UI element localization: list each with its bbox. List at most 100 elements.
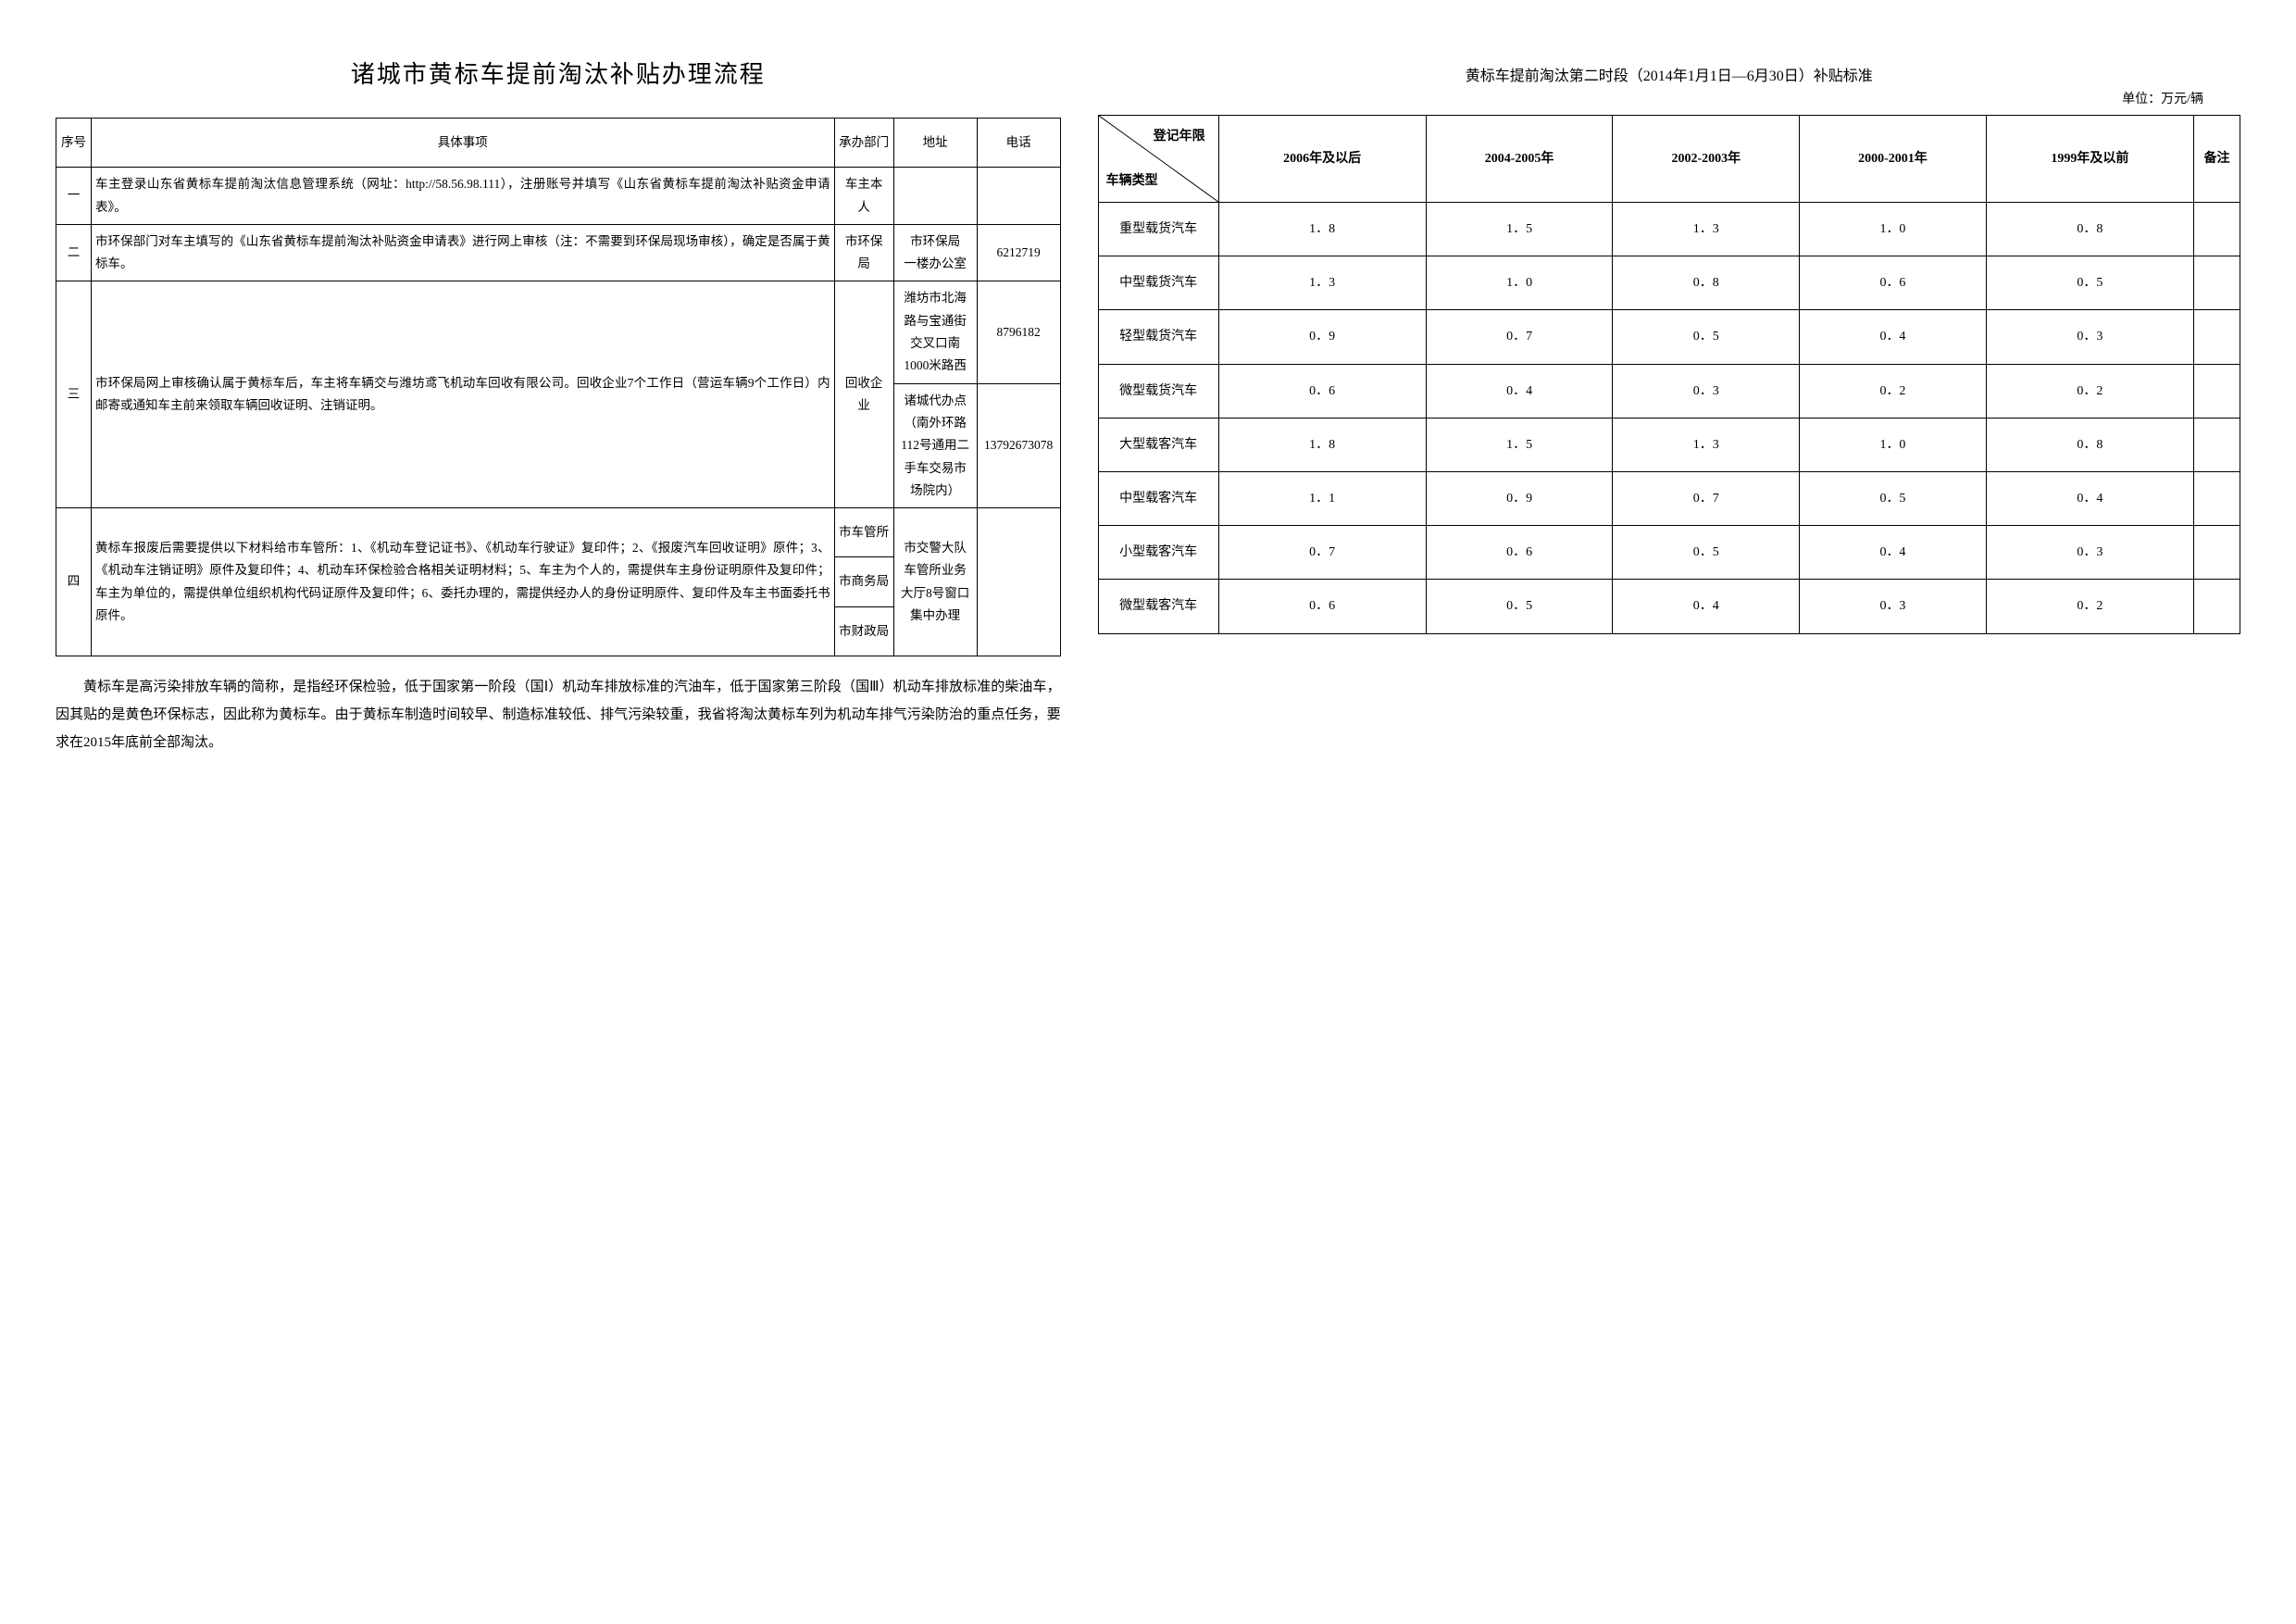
remark-cell xyxy=(2194,418,2240,471)
remark-cell xyxy=(2194,364,2240,418)
year-col: 2002-2003年 xyxy=(1613,116,1800,203)
subsidy-unit: 单位：万元/辆 xyxy=(1098,89,2240,107)
addr: 市交警大队车管所业务大厅8号窗口集中办理 xyxy=(893,508,977,656)
remark-cell xyxy=(2194,203,2240,256)
process-title: 诸城市黄标车提前淘汰补贴办理流程 xyxy=(56,56,1061,90)
subsidy-value: 0．5 xyxy=(1800,471,1987,525)
subsidy-row: 微型载货汽车0．60．40．30．20．2 xyxy=(1098,364,2240,418)
subsidy-value: 0．3 xyxy=(1986,310,2193,364)
phone: 6212719 xyxy=(977,224,1060,281)
year-label: 2006年及以后 xyxy=(1283,152,1361,166)
subsidy-value: 0．9 xyxy=(1218,310,1426,364)
year-col: 1999年及以前 xyxy=(1986,116,2193,203)
subsidy-row: 大型载客汽车1．81．51．31．00．8 xyxy=(1098,418,2240,471)
subsidy-header-row: 登记年限 车辆类型 2006年及以后 2004-2005年 2002-2003年… xyxy=(1098,116,2240,203)
process-table: 序号 具体事项 承办部门 地址 电话 一 车主登录山东省黄标车提前淘汰信息管理系… xyxy=(56,118,1061,656)
process-header-row: 序号 具体事项 承办部门 地址 电话 xyxy=(56,119,1061,168)
vehicle-type: 微型载客汽车 xyxy=(1098,580,1218,633)
subsidy-value: 1．3 xyxy=(1613,203,1800,256)
vehicle-type: 中型载客汽车 xyxy=(1098,471,1218,525)
subsidy-value: 0．6 xyxy=(1218,580,1426,633)
process-section: 诸城市黄标车提前淘汰补贴办理流程 序号 具体事项 承办部门 地址 电话 一 车主… xyxy=(56,46,1061,770)
seq: 四 xyxy=(56,508,92,656)
phone xyxy=(977,168,1060,225)
subsidy-value: 1．1 xyxy=(1218,471,1426,525)
subsidy-value: 1．8 xyxy=(1218,418,1426,471)
subsidy-row: 小型载客汽车0．70．60．50．40．3 xyxy=(1098,526,2240,580)
subsidy-row: 微型载客汽车0．60．50．40．30．2 xyxy=(1098,580,2240,633)
subsidy-value: 0．5 xyxy=(1613,526,1800,580)
subsidy-value: 0．8 xyxy=(1986,203,2193,256)
subsidy-value: 0．8 xyxy=(1613,256,1800,310)
item-desc: 市环保局网上审核确认属于黄标车后，车主将车辆交与潍坊鸢飞机动车回收有限公司。回收… xyxy=(92,281,835,508)
subsidy-value: 0．5 xyxy=(1426,580,1613,633)
process-row: 四 黄标车报废后需要提供以下材料给市车管所：1、《机动车登记证书》、《机动车行驶… xyxy=(56,508,1061,557)
col-phone: 电话 xyxy=(977,119,1060,168)
col-dept: 承办部门 xyxy=(834,119,893,168)
item-desc: 车主登录山东省黄标车提前淘汰信息管理系统（网址：http://58.56.98.… xyxy=(92,168,835,225)
subsidy-value: 0．4 xyxy=(1800,526,1987,580)
subsidy-row: 轻型载货汽车0．90．70．50．40．3 xyxy=(1098,310,2240,364)
subsidy-value: 0．2 xyxy=(1986,580,2193,633)
year-col: 2004-2005年 xyxy=(1426,116,1613,203)
subsidy-value: 1．0 xyxy=(1800,418,1987,471)
phone: 8796182 xyxy=(977,281,1060,383)
phone xyxy=(977,508,1060,656)
subsidy-value: 1．0 xyxy=(1426,256,1613,310)
remark-cell xyxy=(2194,580,2240,633)
subsidy-value: 0．7 xyxy=(1613,471,1800,525)
process-row: 三 市环保局网上审核确认属于黄标车后，车主将车辆交与潍坊鸢飞机动车回收有限公司。… xyxy=(56,281,1061,383)
dept: 市商务局 xyxy=(834,557,893,606)
process-row: 二 市环保部门对车主填写的《山东省黄标车提前淘汰补贴资金申请表》进行网上审核（注… xyxy=(56,224,1061,281)
subsidy-section: 黄标车提前淘汰第二时段（2014年1月1日—6月30日）补贴标准 单位：万元/辆… xyxy=(1098,46,2240,770)
subsidy-value: 0．6 xyxy=(1218,364,1426,418)
subsidy-row: 中型载货汽车1．31．00．80．60．5 xyxy=(1098,256,2240,310)
vehicle-type: 轻型载货汽车 xyxy=(1098,310,1218,364)
remark-cell xyxy=(2194,310,2240,364)
subsidy-value: 0．7 xyxy=(1218,526,1426,580)
addr: 诸城代办点（南外环路112号通用二手车交易市场院内） xyxy=(893,383,977,507)
subsidy-value: 1．8 xyxy=(1218,203,1426,256)
subsidy-value: 1．5 xyxy=(1426,418,1613,471)
page: 诸城市黄标车提前淘汰补贴办理流程 序号 具体事项 承办部门 地址 电话 一 车主… xyxy=(56,46,2240,770)
addr: 潍坊市北海路与宝通街交叉口南1000米路西 xyxy=(893,281,977,383)
subsidy-value: 0．4 xyxy=(1426,364,1613,418)
dept: 市环保局 xyxy=(834,224,893,281)
vehicle-type: 重型载货汽车 xyxy=(1098,203,1218,256)
vehicle-type: 微型载货汽车 xyxy=(1098,364,1218,418)
phone: 13792673078 xyxy=(977,383,1060,507)
subsidy-value: 0．4 xyxy=(1800,310,1987,364)
col-addr: 地址 xyxy=(893,119,977,168)
vehicle-type: 小型载客汽车 xyxy=(1098,526,1218,580)
seq: 三 xyxy=(56,281,92,508)
footnote-text: 黄标车是高污染排放车辆的简称，是指经环保检验，低于国家第一阶段（国Ⅰ）机动车排放… xyxy=(56,673,1061,756)
addr: 市环保局 一楼办公室 xyxy=(893,224,977,281)
subsidy-value: 0．3 xyxy=(1986,526,2193,580)
diagonal-header: 登记年限 车辆类型 xyxy=(1098,116,1218,203)
subsidy-value: 0．4 xyxy=(1613,580,1800,633)
subsidy-value: 1．5 xyxy=(1426,203,1613,256)
remark-cell xyxy=(2194,526,2240,580)
subsidy-value: 0．2 xyxy=(1986,364,2193,418)
subsidy-value: 0．8 xyxy=(1986,418,2193,471)
subsidy-value: 0．6 xyxy=(1426,526,1613,580)
diag-top-label: 登记年限 xyxy=(1154,125,1205,148)
item-desc: 市环保部门对车主填写的《山东省黄标车提前淘汰补贴资金申请表》进行网上审核（注：不… xyxy=(92,224,835,281)
seq: 二 xyxy=(56,224,92,281)
dept: 市车管所 xyxy=(834,508,893,557)
subsidy-value: 0．7 xyxy=(1426,310,1613,364)
addr xyxy=(893,168,977,225)
diag-bottom-label: 车辆类型 xyxy=(1106,169,1158,193)
col-seq: 序号 xyxy=(56,119,92,168)
item-desc: 黄标车报废后需要提供以下材料给市车管所：1、《机动车登记证书》、《机动车行驶证》… xyxy=(92,508,835,656)
dept: 市财政局 xyxy=(834,606,893,656)
remark-cell xyxy=(2194,256,2240,310)
col-item: 具体事项 xyxy=(92,119,835,168)
subsidy-value: 0．9 xyxy=(1426,471,1613,525)
remark-cell xyxy=(2194,471,2240,525)
subsidy-row: 重型载货汽车1．81．51．31．00．8 xyxy=(1098,203,2240,256)
year-col: 2006年及以后 xyxy=(1218,116,1426,203)
process-row: 一 车主登录山东省黄标车提前淘汰信息管理系统（网址：http://58.56.9… xyxy=(56,168,1061,225)
vehicle-type: 大型载客汽车 xyxy=(1098,418,1218,471)
subsidy-value: 0．6 xyxy=(1800,256,1987,310)
